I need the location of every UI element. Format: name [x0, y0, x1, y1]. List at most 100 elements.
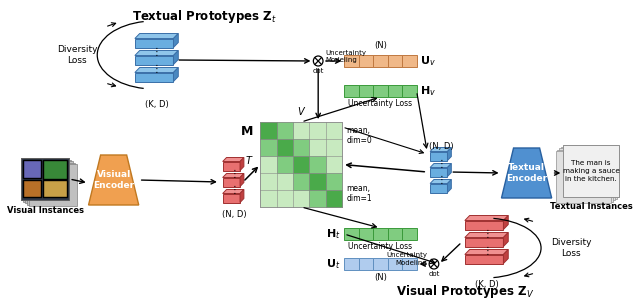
- FancyBboxPatch shape: [373, 258, 388, 270]
- Text: Uncertainty
Modeling: Uncertainty Modeling: [386, 252, 428, 266]
- Polygon shape: [223, 189, 244, 193]
- FancyBboxPatch shape: [388, 228, 402, 240]
- Text: Diversity
Loss: Diversity Loss: [57, 45, 97, 65]
- Polygon shape: [223, 174, 244, 177]
- Polygon shape: [223, 162, 240, 170]
- Text: (K, D): (K, D): [145, 100, 169, 109]
- Text: Uncertainty Loss: Uncertainty Loss: [348, 99, 412, 108]
- Text: (N, D): (N, D): [222, 210, 246, 219]
- FancyBboxPatch shape: [27, 162, 75, 204]
- FancyBboxPatch shape: [276, 122, 293, 139]
- Polygon shape: [430, 147, 451, 151]
- Text: (K, D): (K, D): [475, 280, 499, 289]
- FancyBboxPatch shape: [43, 160, 67, 179]
- Text: Uncertainty
Modeling: Uncertainty Modeling: [325, 50, 366, 62]
- FancyBboxPatch shape: [21, 158, 69, 200]
- FancyBboxPatch shape: [402, 258, 417, 270]
- FancyBboxPatch shape: [293, 156, 310, 173]
- Text: dot: dot: [428, 271, 440, 277]
- Polygon shape: [240, 158, 244, 170]
- Polygon shape: [135, 55, 173, 65]
- Text: Diversity
Loss: Diversity Loss: [550, 238, 591, 258]
- Text: ⋮: ⋮: [437, 175, 447, 185]
- Text: Visiual
Encoder: Visiual Encoder: [93, 170, 134, 190]
- Text: The man is
making a sauce
in the kitchen.: The man is making a sauce in the kitchen…: [563, 160, 620, 182]
- Polygon shape: [465, 215, 508, 221]
- FancyBboxPatch shape: [23, 159, 71, 201]
- Text: (N): (N): [374, 41, 387, 50]
- Polygon shape: [465, 255, 504, 263]
- FancyBboxPatch shape: [373, 85, 388, 97]
- FancyBboxPatch shape: [326, 173, 342, 190]
- Text: ⋮: ⋮: [229, 169, 239, 179]
- Text: Textual Prototypes $\mathbf{Z}_t$: Textual Prototypes $\mathbf{Z}_t$: [132, 8, 276, 25]
- Text: mean,
dim=0: mean, dim=0: [346, 126, 372, 145]
- Polygon shape: [173, 33, 179, 47]
- Polygon shape: [260, 122, 342, 207]
- Polygon shape: [223, 193, 240, 203]
- Text: Textual Instances: Textual Instances: [550, 202, 632, 211]
- Polygon shape: [465, 221, 504, 230]
- Text: ⋮: ⋮: [437, 159, 447, 169]
- FancyBboxPatch shape: [260, 122, 276, 139]
- Polygon shape: [504, 249, 508, 263]
- FancyBboxPatch shape: [344, 55, 358, 67]
- Polygon shape: [135, 50, 179, 55]
- Text: Textual
Encoder: Textual Encoder: [506, 162, 547, 183]
- FancyBboxPatch shape: [25, 161, 73, 203]
- Polygon shape: [430, 163, 451, 167]
- FancyBboxPatch shape: [402, 228, 417, 240]
- FancyBboxPatch shape: [373, 228, 388, 240]
- FancyBboxPatch shape: [388, 55, 402, 67]
- Text: ⋮: ⋮: [152, 64, 161, 73]
- Polygon shape: [173, 50, 179, 65]
- Text: dot: dot: [312, 68, 324, 74]
- FancyBboxPatch shape: [260, 139, 276, 156]
- FancyBboxPatch shape: [358, 228, 373, 240]
- FancyBboxPatch shape: [561, 147, 617, 199]
- Polygon shape: [135, 68, 179, 73]
- Text: ⋮: ⋮: [483, 245, 492, 256]
- FancyBboxPatch shape: [344, 85, 358, 97]
- FancyBboxPatch shape: [310, 173, 326, 190]
- FancyBboxPatch shape: [29, 164, 77, 206]
- Polygon shape: [135, 39, 173, 47]
- Polygon shape: [430, 184, 447, 192]
- Polygon shape: [465, 233, 508, 237]
- Polygon shape: [88, 155, 139, 205]
- Text: $\mathbf{M}$: $\mathbf{M}$: [240, 125, 253, 138]
- FancyBboxPatch shape: [21, 158, 69, 200]
- FancyBboxPatch shape: [276, 156, 293, 173]
- Text: ⋮: ⋮: [152, 47, 161, 57]
- Polygon shape: [223, 158, 244, 162]
- Text: $V$: $V$: [297, 105, 306, 117]
- Polygon shape: [465, 237, 504, 247]
- FancyBboxPatch shape: [556, 151, 611, 203]
- Text: mean,
dim=1: mean, dim=1: [346, 184, 372, 203]
- Polygon shape: [447, 180, 451, 192]
- Polygon shape: [135, 73, 173, 81]
- Polygon shape: [240, 189, 244, 203]
- FancyBboxPatch shape: [43, 180, 67, 197]
- FancyBboxPatch shape: [358, 258, 373, 270]
- Text: (N): (N): [374, 273, 387, 282]
- Text: ⋮: ⋮: [229, 185, 239, 195]
- FancyBboxPatch shape: [388, 258, 402, 270]
- FancyBboxPatch shape: [358, 55, 373, 67]
- Text: $T$: $T$: [245, 154, 253, 166]
- Polygon shape: [447, 163, 451, 177]
- Text: $\mathbf{H}_v$: $\mathbf{H}_v$: [420, 84, 436, 98]
- FancyBboxPatch shape: [373, 55, 388, 67]
- Polygon shape: [447, 147, 451, 161]
- Text: Visual Prototypes $\mathbf{Z}_V$: Visual Prototypes $\mathbf{Z}_V$: [396, 283, 534, 300]
- FancyBboxPatch shape: [326, 190, 342, 207]
- Polygon shape: [465, 249, 508, 255]
- FancyBboxPatch shape: [557, 150, 613, 201]
- Text: Visual Instances: Visual Instances: [6, 206, 84, 215]
- FancyBboxPatch shape: [344, 228, 358, 240]
- FancyBboxPatch shape: [276, 139, 293, 156]
- Text: $\mathbf{U}_v$: $\mathbf{U}_v$: [420, 54, 436, 68]
- Text: Uncertainty Loss: Uncertainty Loss: [348, 242, 412, 251]
- FancyBboxPatch shape: [358, 85, 373, 97]
- FancyBboxPatch shape: [23, 180, 42, 197]
